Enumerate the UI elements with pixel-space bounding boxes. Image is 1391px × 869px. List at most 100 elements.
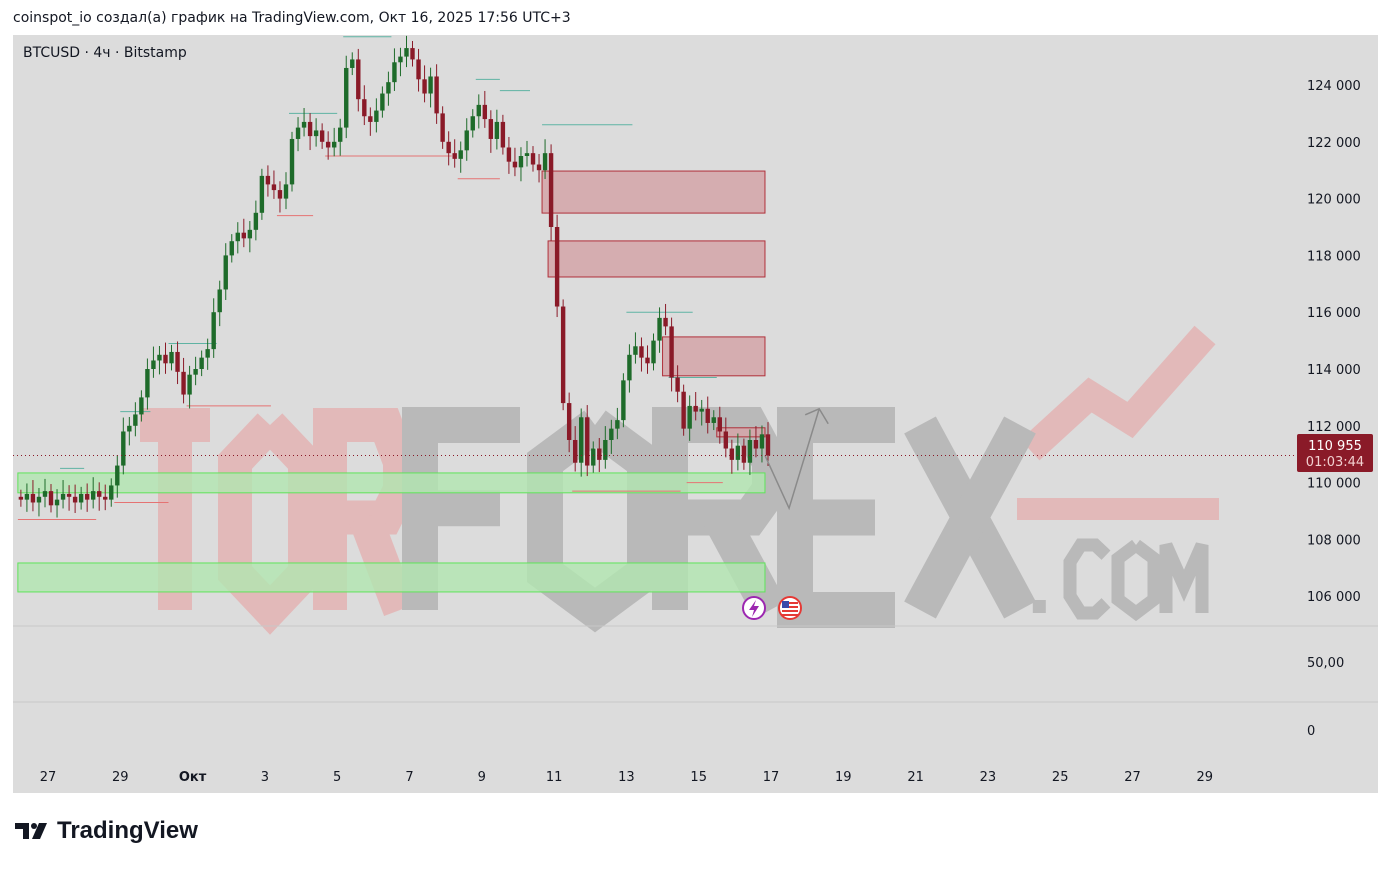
candle xyxy=(72,484,78,513)
candle xyxy=(217,280,222,327)
candle-body xyxy=(362,99,367,117)
price-label: 110 955 01:03:44 xyxy=(1297,434,1373,472)
brand-name: TradingView xyxy=(57,817,198,844)
candle xyxy=(603,426,608,469)
candle-body xyxy=(175,351,180,372)
candle xyxy=(283,172,289,210)
candle xyxy=(609,419,614,454)
watermark-glyph xyxy=(1032,600,1046,613)
candle-body xyxy=(446,141,451,154)
projection-path[interactable] xyxy=(764,408,820,511)
candle-body xyxy=(548,153,554,227)
candle-body xyxy=(633,346,638,355)
supply-zone[interactable] xyxy=(662,336,766,377)
candle xyxy=(241,218,247,248)
supply-zone[interactable] xyxy=(547,240,766,278)
candle xyxy=(223,243,228,300)
candle-body xyxy=(54,499,60,506)
candle-body xyxy=(84,493,90,500)
candle xyxy=(765,422,771,466)
watermark-glyph xyxy=(527,410,663,633)
candle-body xyxy=(585,417,590,466)
candle-body xyxy=(319,130,325,142)
candle-body xyxy=(380,93,385,111)
candle-body xyxy=(476,104,481,117)
price-label-box xyxy=(1297,434,1373,472)
candle-body xyxy=(121,431,126,466)
candle xyxy=(566,392,572,453)
candle xyxy=(687,395,692,441)
price-tick: 116 000 xyxy=(1307,306,1361,321)
candle-body xyxy=(193,369,198,375)
candle xyxy=(428,67,433,108)
candle xyxy=(494,109,500,150)
candle-body xyxy=(500,121,506,148)
supply-zone[interactable] xyxy=(541,170,766,214)
indicator-tick: 0 xyxy=(1307,724,1315,739)
date-tick: 7 xyxy=(405,770,413,785)
date-tick: 25 xyxy=(1052,770,1069,785)
candle-body xyxy=(356,59,361,100)
candle-body xyxy=(416,59,421,80)
supply-zone[interactable] xyxy=(716,427,766,438)
candle-body xyxy=(72,496,78,503)
candle-body xyxy=(639,346,644,358)
candle xyxy=(518,147,524,182)
candle-body xyxy=(681,391,686,429)
candle xyxy=(524,140,530,167)
candle xyxy=(645,345,650,374)
candle xyxy=(458,141,463,173)
candle xyxy=(18,489,24,507)
candle xyxy=(639,337,644,372)
candle-body xyxy=(157,354,162,361)
candle-body xyxy=(404,48,409,57)
price-tick: 120 000 xyxy=(1307,193,1361,208)
candle xyxy=(488,110,494,153)
watermark-logo xyxy=(140,325,1219,635)
date-tick: 15 xyxy=(690,770,707,785)
watermark-glyph xyxy=(1111,539,1161,622)
candle-body xyxy=(560,306,566,404)
candle-body xyxy=(597,448,602,460)
candle xyxy=(735,433,741,471)
watermark-glyph xyxy=(904,416,1036,619)
candle xyxy=(591,441,596,473)
candle xyxy=(157,345,162,375)
demand-zone[interactable] xyxy=(17,472,766,494)
date-tick: 11 xyxy=(546,770,563,785)
candle-body xyxy=(253,212,259,230)
candle xyxy=(115,455,120,498)
candle-body xyxy=(591,448,596,466)
candle xyxy=(331,127,337,157)
candle xyxy=(307,113,313,151)
us-flag-icon[interactable] xyxy=(778,596,802,620)
candle xyxy=(747,429,753,475)
candle-body xyxy=(289,138,295,185)
tradingview-logo[interactable]: TradingView xyxy=(15,817,198,845)
candle-body xyxy=(554,227,560,307)
candle xyxy=(60,480,66,509)
watermark-glyph xyxy=(652,407,788,610)
candle-body xyxy=(331,141,337,148)
watermark-glyph xyxy=(402,407,520,610)
candle-body xyxy=(169,351,174,364)
candle xyxy=(530,146,536,172)
candle-body xyxy=(78,493,84,503)
candle-body xyxy=(392,62,397,83)
candle-body xyxy=(723,431,729,449)
demand-zone[interactable] xyxy=(17,562,766,593)
date-tick: 9 xyxy=(478,770,486,785)
lightning-icon[interactable] xyxy=(742,596,766,620)
symbol-info[interactable]: BTCUSD · 4ч · Bitstamp xyxy=(23,45,187,61)
date-tick: 23 xyxy=(980,770,997,785)
candle xyxy=(705,396,710,434)
candle xyxy=(560,299,566,411)
candle-body xyxy=(512,161,518,168)
date-tick: 27 xyxy=(1124,770,1141,785)
candle-body xyxy=(241,232,247,239)
candle xyxy=(271,170,277,199)
price-tick: 108 000 xyxy=(1307,533,1361,548)
candle-body xyxy=(452,153,457,159)
candle xyxy=(446,131,451,166)
